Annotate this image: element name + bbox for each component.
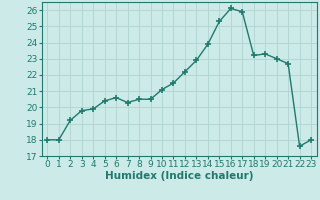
X-axis label: Humidex (Indice chaleur): Humidex (Indice chaleur) bbox=[105, 171, 253, 181]
